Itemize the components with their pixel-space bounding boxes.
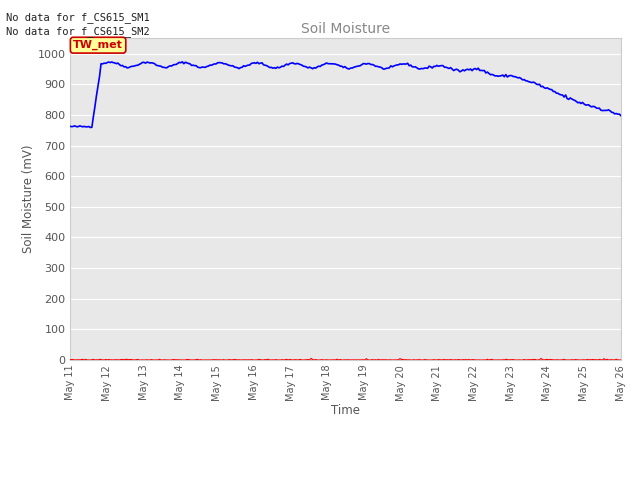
- Text: TW_met: TW_met: [73, 40, 123, 50]
- Text: No data for f_CS615_SM2: No data for f_CS615_SM2: [6, 26, 150, 37]
- Y-axis label: Soil Moisture (mV): Soil Moisture (mV): [22, 145, 35, 253]
- Text: No data for f_CS615_SM1: No data for f_CS615_SM1: [6, 12, 150, 23]
- Title: Soil Moisture: Soil Moisture: [301, 22, 390, 36]
- X-axis label: Time: Time: [331, 404, 360, 417]
